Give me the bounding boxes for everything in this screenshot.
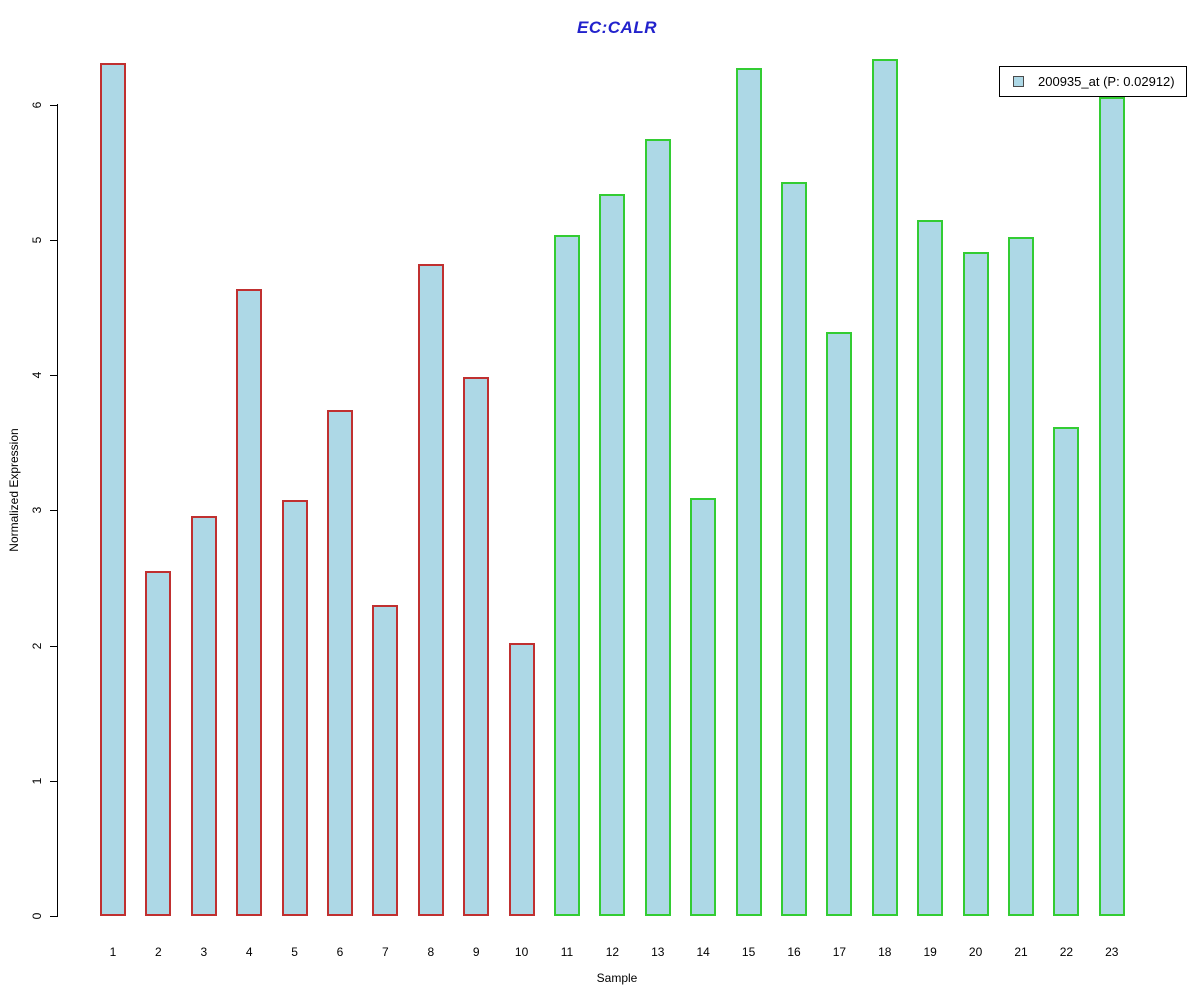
x-tick-label-15: 15 bbox=[741, 945, 756, 959]
legend-label: 200935_at (P: 0.02912) bbox=[1038, 74, 1175, 89]
x-tick-label-9: 9 bbox=[472, 945, 480, 959]
bar-sample-14 bbox=[690, 498, 717, 916]
bar-sample-19 bbox=[917, 220, 944, 916]
x-tick-label-2: 2 bbox=[155, 945, 162, 959]
bar-sample-3 bbox=[190, 516, 217, 916]
y-tick-mark bbox=[50, 240, 57, 241]
bar-sample-22 bbox=[1053, 427, 1080, 916]
bar-sample-16 bbox=[781, 182, 807, 916]
bar-sample-12 bbox=[599, 194, 626, 916]
y-tick-label: 2 bbox=[30, 642, 44, 649]
y-tick-mark bbox=[50, 916, 57, 917]
y-tick-mark bbox=[50, 510, 57, 512]
x-tick-label-7: 7 bbox=[382, 945, 389, 959]
bar-sample-9 bbox=[463, 377, 490, 916]
bar-sample-11 bbox=[554, 235, 580, 916]
bar-sample-15 bbox=[735, 68, 762, 916]
x-tick-label-8: 8 bbox=[427, 945, 435, 959]
bar-sample-5 bbox=[281, 500, 308, 916]
x-axis-title: Sample bbox=[596, 971, 638, 985]
x-tick-label-5: 5 bbox=[291, 945, 298, 959]
bar-sample-2 bbox=[145, 571, 172, 916]
y-axis-line bbox=[57, 104, 58, 917]
y-tick-label: 6 bbox=[30, 101, 44, 109]
bar-sample-8 bbox=[417, 264, 444, 916]
y-tick-label: 4 bbox=[30, 371, 44, 379]
bar-sample-21 bbox=[1008, 237, 1034, 916]
y-tick-label: 3 bbox=[30, 507, 44, 514]
y-tick-mark bbox=[50, 104, 57, 106]
x-tick-label-20: 20 bbox=[968, 945, 983, 959]
y-tick-mark bbox=[50, 645, 57, 647]
x-tick-label-3: 3 bbox=[200, 945, 208, 959]
y-tick-label: 0 bbox=[30, 912, 44, 920]
bar-sample-13 bbox=[644, 139, 671, 916]
legend: 200935_at (P: 0.02912) bbox=[999, 66, 1187, 97]
y-axis-title: Normalized Expression bbox=[7, 428, 21, 552]
chart-title: EC:CALR bbox=[577, 18, 657, 37]
x-tick-label-17: 17 bbox=[832, 945, 847, 959]
bar-sample-6 bbox=[327, 410, 353, 916]
bar-sample-17 bbox=[826, 332, 853, 916]
y-tick-mark bbox=[50, 375, 57, 377]
x-tick-label-13: 13 bbox=[651, 945, 665, 959]
x-tick-label-22: 22 bbox=[1059, 945, 1074, 959]
bar-sample-4 bbox=[236, 289, 263, 916]
x-tick-label-14: 14 bbox=[696, 945, 710, 959]
x-tick-label-6: 6 bbox=[336, 945, 344, 959]
y-tick-label: 1 bbox=[30, 777, 44, 785]
x-tick-label-10: 10 bbox=[514, 945, 529, 959]
x-tick-label-16: 16 bbox=[787, 945, 801, 959]
bar-sample-7 bbox=[372, 605, 399, 916]
y-tick-mark bbox=[50, 780, 57, 782]
legend-swatch-icon bbox=[1013, 76, 1024, 87]
bar-sample-18 bbox=[871, 59, 898, 916]
x-tick-label-12: 12 bbox=[605, 945, 620, 959]
bar-sample-23 bbox=[1098, 97, 1125, 916]
bar-sample-20 bbox=[962, 252, 989, 916]
bar-sample-10 bbox=[508, 643, 535, 916]
x-tick-label-21: 21 bbox=[1014, 945, 1028, 959]
x-tick-label-11: 11 bbox=[560, 945, 574, 959]
x-tick-label-18: 18 bbox=[878, 945, 892, 959]
x-tick-label-1: 1 bbox=[109, 945, 117, 959]
x-tick-label-19: 19 bbox=[923, 945, 937, 959]
x-tick-label-23: 23 bbox=[1105, 945, 1119, 959]
bar-sample-1 bbox=[100, 63, 126, 916]
x-tick-label-4: 4 bbox=[245, 945, 253, 959]
y-tick-label: 5 bbox=[30, 236, 44, 244]
